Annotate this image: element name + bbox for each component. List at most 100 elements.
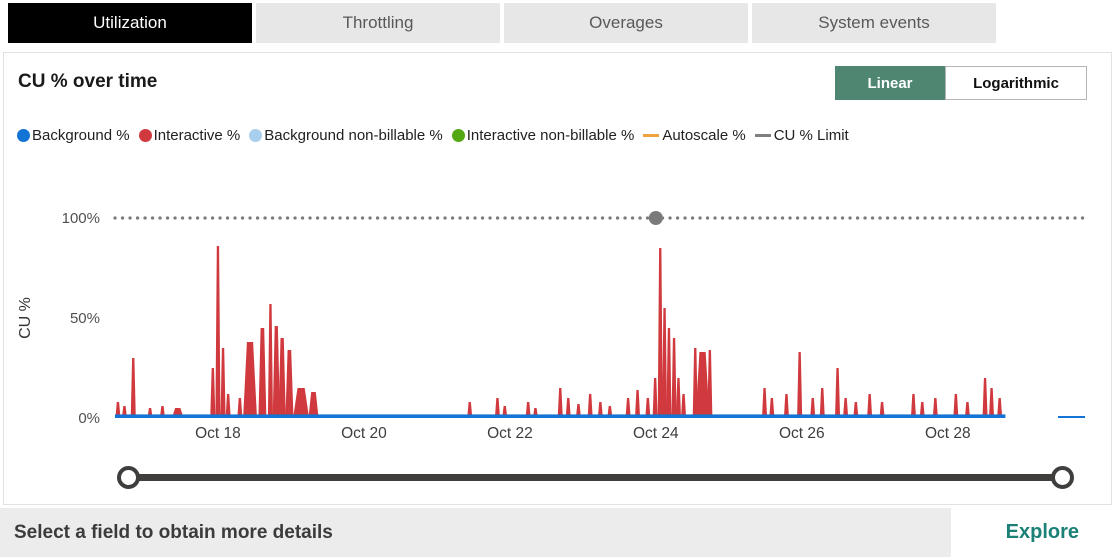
interactive-series-spike[interactable] (243, 342, 257, 418)
interactive-series-spike[interactable] (652, 378, 658, 418)
background-series-segment[interactable] (115, 414, 1006, 418)
interactive-dot-icon (138, 129, 152, 142)
interactive-series-spike[interactable] (810, 398, 816, 418)
interactive-series-spike[interactable] (919, 402, 925, 418)
interactive-series-spike[interactable] (587, 394, 593, 418)
interactive-series-spike[interactable] (692, 348, 698, 418)
cu-over-time-card: CU % over time Linear Logarithmic Backgr… (3, 52, 1112, 505)
legend-label: CU % Limit (773, 127, 849, 144)
x-axis-tick-label: Oct 22 (487, 425, 533, 442)
legend-label: Interactive non-billable % (466, 127, 635, 144)
interactive-series-spike[interactable] (853, 402, 859, 418)
interactive-series-spike[interactable] (272, 326, 280, 418)
tab-bar: Utilization Throttling Overages System e… (8, 3, 996, 43)
cu-limit-dash-icon (754, 134, 771, 137)
cu-percent-over-time-chart[interactable]: 100% 50% 0% Oct 18 Oct 20 Oct 22 Oct 24 Oct 26 O… (0, 190, 1117, 452)
interactive-series-spike[interactable] (220, 348, 226, 418)
interactive-series-spike[interactable] (237, 398, 243, 418)
cu-limit-marker[interactable] (648, 211, 663, 225)
interactive-series-spike[interactable] (278, 338, 286, 418)
interactive-series-spike[interactable] (843, 398, 849, 418)
interactive-series-spike[interactable] (982, 378, 988, 418)
linear-toggle-button[interactable]: Linear (835, 66, 945, 100)
interactive-series-spike[interactable] (762, 388, 768, 418)
background-dot-icon (17, 129, 30, 142)
interactive-series-spike[interactable] (293, 388, 310, 418)
background-series-segment[interactable] (1058, 416, 1085, 418)
interactive-series-spike[interactable] (707, 350, 713, 418)
interactive-series-spike[interactable] (258, 328, 267, 418)
interactive-series-spike[interactable] (695, 352, 710, 418)
legend-item-cu-limit[interactable]: CU % Limit (754, 127, 849, 144)
interactive-series-spike[interactable] (267, 304, 273, 418)
logarithmic-toggle-button[interactable]: Logarithmic (945, 66, 1087, 100)
interactive-series-spike[interactable] (675, 378, 681, 418)
interactive-series-spike[interactable] (597, 402, 603, 418)
interactive-series-spike[interactable] (525, 402, 531, 418)
interactive-series-spike[interactable] (681, 394, 687, 418)
interactive-series-spike[interactable] (932, 398, 938, 418)
tab-throttling[interactable]: Throttling (256, 3, 500, 43)
legend-item-background-non-billable[interactable]: Background non-billable % (249, 127, 443, 144)
interactive-series-spike[interactable] (645, 398, 651, 418)
x-axis-tick-label: Oct 20 (341, 425, 387, 442)
time-range-slider-track[interactable] (128, 474, 1063, 481)
legend-item-interactive[interactable]: Interactive % (138, 127, 241, 144)
x-axis-tick-label: Oct 24 (633, 425, 679, 442)
legend-label: Interactive % (153, 127, 241, 144)
interactive-series-spike[interactable] (666, 328, 672, 418)
interactive-series-spike[interactable] (115, 402, 121, 418)
y-axis-tick-label: 50% (70, 310, 100, 327)
interactive-series-spike[interactable] (565, 398, 571, 418)
scale-toggle: Linear Logarithmic (835, 66, 1087, 100)
interactive-series-spike[interactable] (989, 388, 995, 418)
legend-label: Background non-billable % (264, 127, 443, 144)
legend-label: Autoscale % (662, 127, 746, 144)
tab-overages[interactable]: Overages (504, 3, 748, 43)
detail-hint-text: Select a field to obtain more details (14, 521, 333, 543)
interactive-non-billable-dot-icon (451, 129, 465, 142)
explore-button[interactable]: Explore (1005, 521, 1079, 543)
interactive-series-spike[interactable] (657, 248, 663, 418)
interactive-series-spike[interactable] (835, 368, 841, 418)
interactive-series-spike[interactable] (671, 338, 677, 418)
interactive-series-spike[interactable] (797, 352, 803, 418)
y-axis-title: CU % (17, 297, 34, 339)
interactive-series-spike[interactable] (285, 350, 294, 418)
interactive-series-spike[interactable] (210, 368, 216, 418)
interactive-series-spike[interactable] (662, 308, 668, 418)
interactive-series-spike[interactable] (910, 394, 916, 418)
legend-item-autoscale[interactable]: Autoscale % (643, 127, 746, 144)
autoscale-dash-icon (643, 134, 660, 137)
interactive-series-spike[interactable] (467, 402, 473, 418)
interactive-series-spike[interactable] (494, 398, 500, 418)
interactive-series-spike[interactable] (130, 358, 136, 418)
detail-hint-bar: Select a field to obtain more details (0, 508, 951, 557)
legend-item-background[interactable]: Background % (17, 127, 130, 144)
x-axis-tick-label: Oct 28 (925, 425, 971, 442)
time-range-slider-left-handle[interactable] (117, 466, 140, 489)
tab-utilization[interactable]: Utilization (8, 3, 252, 43)
interactive-series-spike[interactable] (308, 392, 319, 418)
interactive-series-spike[interactable] (625, 398, 631, 418)
interactive-series-spike[interactable] (225, 394, 231, 418)
interactive-series-spike[interactable] (635, 390, 641, 418)
interactive-series-spike[interactable] (769, 398, 775, 418)
interactive-series-spike[interactable] (953, 394, 959, 418)
background-non-billable-dot-icon (249, 129, 263, 142)
tab-system-events[interactable]: System events (752, 3, 996, 43)
x-axis-tick-label: Oct 18 (195, 425, 241, 442)
interactive-series-spike[interactable] (964, 402, 970, 418)
interactive-series-spike[interactable] (783, 394, 789, 418)
interactive-series-spike[interactable] (879, 402, 885, 418)
time-range-slider-right-handle[interactable] (1051, 466, 1074, 489)
legend-item-interactive-non-billable[interactable]: Interactive non-billable % (451, 127, 635, 144)
chart-title: CU % over time (18, 71, 158, 92)
interactive-series-spike[interactable] (557, 388, 563, 418)
interactive-series-spike[interactable] (867, 394, 873, 418)
interactive-series-spike[interactable] (819, 388, 825, 418)
interactive-series-spike[interactable] (215, 246, 221, 418)
x-axis-tick-label: Oct 26 (779, 425, 825, 442)
interactive-series-spike[interactable] (997, 398, 1003, 418)
